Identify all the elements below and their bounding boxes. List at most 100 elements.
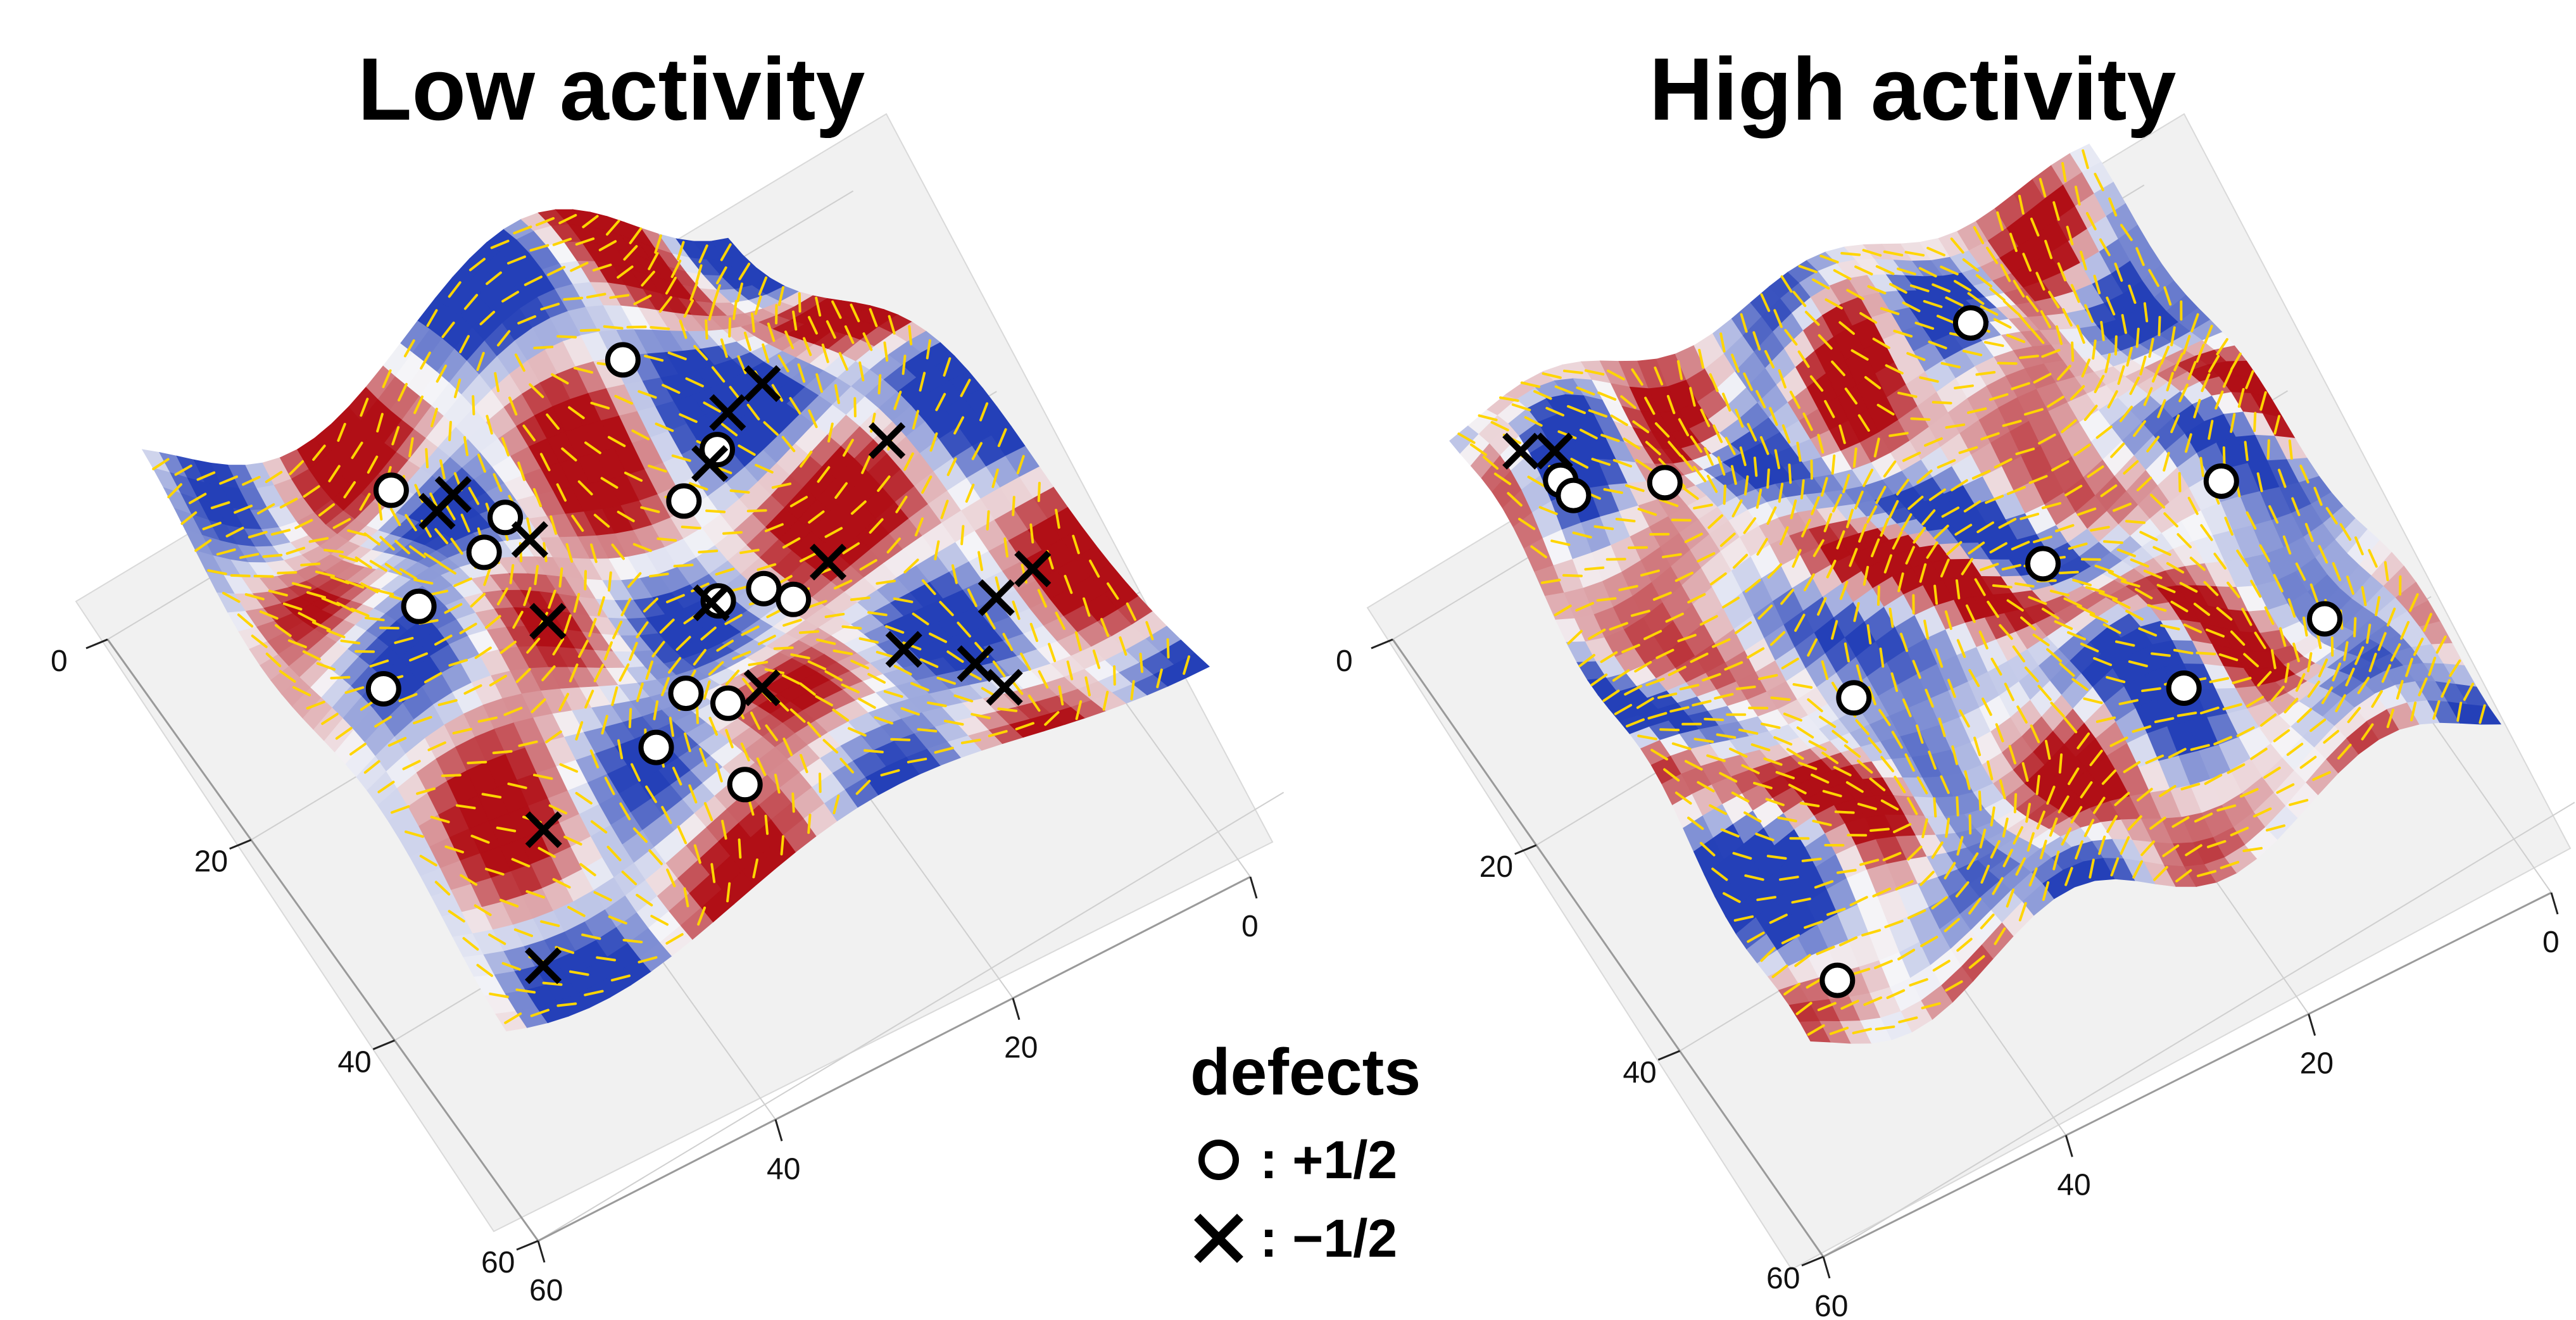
director-dash: [622, 938, 643, 943]
director-dash: [1756, 390, 1766, 409]
director-dash: [1919, 563, 1927, 583]
director-dash: [1980, 563, 1999, 572]
director-dash: [2012, 645, 2025, 663]
director-dash: [586, 292, 606, 299]
director-dash: [291, 582, 311, 589]
director-dash: [503, 707, 523, 716]
director-dash: [645, 660, 653, 680]
director-dash: [946, 650, 964, 663]
director-dash: [705, 319, 708, 340]
director-dash: [501, 291, 519, 303]
director-dash: [1084, 676, 1091, 696]
director-dash: [2024, 666, 2039, 682]
director-dash: [2325, 506, 2338, 525]
director-dash: [522, 424, 536, 442]
plus-half-defect-marker: [365, 671, 401, 707]
minus-half-defect-marker: [743, 669, 781, 707]
director-dash: [377, 500, 383, 521]
director-dash: [1602, 689, 1620, 702]
director-dash: [1684, 760, 1703, 771]
director-dash: [453, 378, 462, 398]
director-dash: [2017, 312, 2032, 329]
director-dash: [821, 343, 829, 363]
director-dash: [725, 729, 734, 748]
cross-icon: [1194, 1214, 1243, 1263]
director-dash: [1944, 610, 1952, 630]
director-dash: [444, 603, 463, 614]
director-dash: [1880, 756, 1894, 772]
director-dash: [638, 956, 658, 964]
director-dash: [1904, 251, 1925, 257]
director-dash: [420, 351, 431, 370]
director-dash: [1507, 492, 1523, 507]
director-dash: [1945, 980, 1963, 992]
director-dash: [1833, 269, 1852, 280]
director-dash: [1669, 706, 1690, 713]
director-dash: [225, 527, 244, 537]
director-dash: [2206, 839, 2227, 848]
director-dash: [984, 612, 996, 630]
director-dash: [1037, 482, 1041, 502]
director-dash: [2193, 399, 2201, 418]
director-dash: [2203, 581, 2219, 596]
director-dash: [1029, 622, 1038, 643]
director-dash: [1947, 679, 1956, 698]
director-dash: [2270, 686, 2285, 702]
director-dash: [363, 532, 380, 546]
director-dash: [1781, 934, 1800, 945]
director-dash: [1584, 369, 1605, 376]
director-dash: [2286, 743, 2304, 756]
director-dash: [459, 622, 477, 634]
director-dash: [1819, 255, 1839, 264]
director-dash: [912, 612, 929, 625]
director-dash: [234, 505, 253, 514]
director-dash: [1671, 742, 1692, 750]
director-dash: [216, 548, 236, 556]
director-dash: [2073, 443, 2091, 456]
director-dash: [738, 262, 751, 280]
director-dash: [2160, 624, 2180, 631]
plus-half-defect-marker: [466, 534, 502, 570]
director-dash: [1811, 496, 1820, 515]
director-dash: [2024, 408, 2044, 416]
director-dash: [732, 650, 751, 660]
director-dash: [1702, 673, 1721, 682]
director-dash: [822, 739, 839, 754]
director-dash: [729, 489, 750, 494]
director-dash: [1964, 770, 1971, 790]
director-dash: [1971, 470, 1991, 480]
director-dash: [1932, 283, 1951, 293]
director-dash: [816, 638, 836, 645]
director-dash: [1620, 395, 1637, 409]
director-dash: [838, 351, 848, 371]
director-dash: [345, 580, 365, 589]
director-dash: [2006, 334, 2025, 343]
director-dash: [1878, 708, 1891, 726]
director-dash: [1839, 581, 1849, 600]
axis-tick: [1822, 1256, 1831, 1279]
director-dash: [324, 548, 344, 553]
minus-half-defect-marker: [511, 521, 548, 558]
director-dash: [315, 570, 336, 577]
director-dash: [1872, 887, 1891, 898]
director-dash: [2064, 484, 2083, 496]
director-dash: [666, 594, 685, 603]
director-dash: [2133, 420, 2146, 437]
director-dash: [728, 317, 732, 338]
director-dash: [439, 562, 456, 575]
director-dash: [1700, 408, 1711, 427]
director-dash: [514, 353, 525, 372]
director-dash: [2057, 365, 2071, 380]
director-dash: [1924, 437, 1943, 447]
director-dash: [1852, 1028, 1872, 1034]
director-dash: [2093, 657, 2113, 667]
director-dash: [1730, 465, 1737, 485]
director-dash: [1888, 607, 1894, 628]
director-dash: [1962, 258, 1979, 272]
director-dash: [2230, 630, 2246, 646]
director-dash: [2154, 717, 2175, 724]
director-dash: [1770, 696, 1791, 701]
minus-half-defect-marker: [693, 584, 730, 622]
director-dash: [552, 237, 572, 246]
director-dash: [499, 641, 517, 654]
